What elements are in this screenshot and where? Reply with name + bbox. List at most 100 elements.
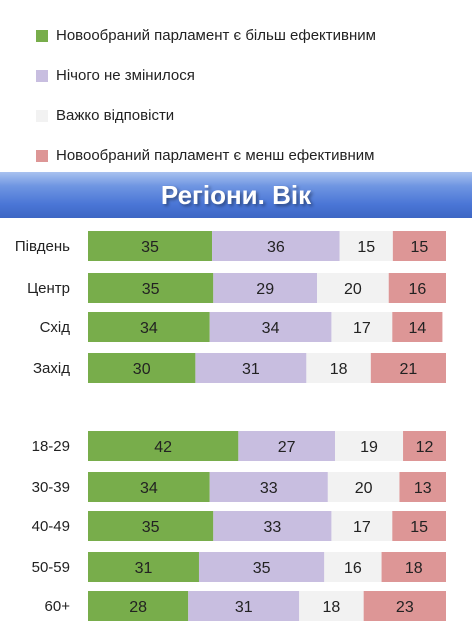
- bar-segment-series-0: [88, 472, 210, 502]
- bar-segment-series-0: [88, 312, 210, 342]
- bar-segment-series-0: [88, 273, 214, 303]
- bar-segment-series-1: [188, 591, 300, 621]
- data-label: 17: [353, 320, 371, 337]
- bar-segment-series-1: [213, 273, 318, 303]
- bar-segment-series-3: [388, 273, 446, 303]
- data-label: 20: [355, 480, 373, 497]
- data-label: 16: [408, 281, 426, 298]
- bar-segment-series-1: [198, 552, 325, 582]
- legend-swatch: [36, 150, 48, 162]
- bar-segment-series-1: [209, 472, 328, 502]
- bar-row: 60+ 28 31 18 23: [45, 591, 446, 621]
- category-label: 60+: [45, 598, 71, 615]
- data-label: 31: [135, 560, 153, 577]
- bar-row: 40-49 35 33 17 15: [32, 511, 446, 541]
- bar-segment-series-3: [392, 312, 443, 342]
- legend-label: Важко відповісти: [56, 107, 175, 124]
- data-label: 27: [278, 439, 296, 456]
- banner-title: Регіони. Вік: [160, 180, 312, 210]
- bar-segment-series-3: [403, 431, 446, 461]
- data-label: 35: [253, 560, 271, 577]
- data-label: 31: [242, 361, 260, 378]
- bar-segment-series-1: [209, 312, 332, 342]
- bar-segment-series-3: [399, 472, 446, 502]
- bar-segment-series-0: [88, 591, 189, 621]
- data-label: 36: [267, 239, 285, 256]
- category-label: 40-49: [32, 518, 70, 535]
- section-banner: Регіони. Вік: [0, 172, 472, 218]
- legend-label: Новообраний парламент є менш ефективним: [56, 147, 375, 164]
- bar-segment-series-3: [381, 552, 446, 582]
- bar-row: Схід 34 34 17 14: [40, 312, 443, 342]
- data-label: 15: [357, 239, 375, 256]
- data-label: 17: [353, 519, 371, 536]
- data-label: 14: [408, 320, 426, 337]
- bar-segment-series-2: [339, 231, 393, 261]
- data-label: 19: [360, 439, 378, 456]
- legend-swatch: [36, 30, 48, 42]
- data-label: 15: [410, 519, 428, 536]
- bar-segment-series-1: [195, 353, 307, 383]
- bar-segment-series-0: [88, 511, 214, 541]
- legend-label: Нічого не змінилося: [56, 67, 195, 84]
- data-label: 34: [140, 320, 158, 337]
- bar-segment-series-1: [213, 511, 332, 541]
- data-label: 16: [344, 560, 362, 577]
- data-label: 35: [142, 281, 160, 298]
- data-label: 42: [154, 439, 172, 456]
- data-label: 31: [235, 599, 253, 616]
- data-label: 29: [256, 281, 274, 298]
- bar-segment-series-2: [306, 353, 371, 383]
- bar-segment-series-0: [88, 552, 199, 582]
- bar-segment-series-2: [331, 312, 393, 342]
- data-label: 30: [133, 361, 151, 378]
- data-label: 18: [405, 560, 423, 577]
- bar-segment-series-0: [88, 353, 196, 383]
- bar-row: Захід 30 31 18 21: [33, 353, 446, 383]
- bar-row: Південь 35 36 15 15: [15, 231, 446, 261]
- legend-swatch: [36, 110, 48, 122]
- bar-row: Центр 35 29 20 16: [27, 273, 446, 303]
- bar-row: 50-59 31 35 16 18: [32, 552, 446, 582]
- data-label: 34: [140, 480, 158, 497]
- category-label: Південь: [15, 238, 70, 255]
- legend-label: Новообраний парламент є більш ефективним: [56, 27, 376, 44]
- data-label: 33: [260, 480, 278, 497]
- bar-segment-series-0: [88, 231, 213, 261]
- legend-swatch: [36, 70, 48, 82]
- category-label: 50-59: [32, 559, 70, 576]
- data-label: 13: [414, 480, 432, 497]
- bar-segment-series-3: [370, 353, 446, 383]
- bar-segment-series-3: [392, 231, 446, 261]
- data-label: 35: [141, 239, 159, 256]
- data-label: 15: [411, 239, 429, 256]
- data-label: 18: [330, 361, 348, 378]
- bar-segment-series-2: [327, 472, 400, 502]
- category-label: 30-39: [32, 479, 70, 496]
- category-label: Схід: [40, 319, 71, 336]
- data-label: 20: [344, 281, 362, 298]
- data-label: 21: [400, 361, 418, 378]
- bar-segment-series-0: [88, 431, 239, 461]
- category-label: Захід: [33, 360, 70, 377]
- category-label: 18-29: [32, 438, 70, 455]
- bar-row: 18-29 42 27 19 12: [32, 431, 446, 461]
- bar-row: 30-39 34 33 20 13: [32, 472, 446, 502]
- data-label: 35: [142, 519, 160, 536]
- data-label: 12: [416, 439, 434, 456]
- category-label: Центр: [27, 280, 70, 297]
- data-label: 18: [323, 599, 341, 616]
- bar-segment-series-2: [324, 552, 382, 582]
- bar-segment-series-2: [317, 273, 389, 303]
- data-label: 33: [263, 519, 281, 536]
- data-label: 34: [262, 320, 280, 337]
- bar-segment-series-1: [212, 231, 340, 261]
- bar-segment-series-3: [392, 511, 446, 541]
- data-label: 28: [129, 599, 147, 616]
- bar-segment-series-2: [335, 431, 404, 461]
- bar-segment-series-3: [363, 591, 446, 621]
- bar-segment-series-1: [238, 431, 336, 461]
- bar-segment-series-2: [331, 511, 393, 541]
- bar-segment-series-2: [299, 591, 364, 621]
